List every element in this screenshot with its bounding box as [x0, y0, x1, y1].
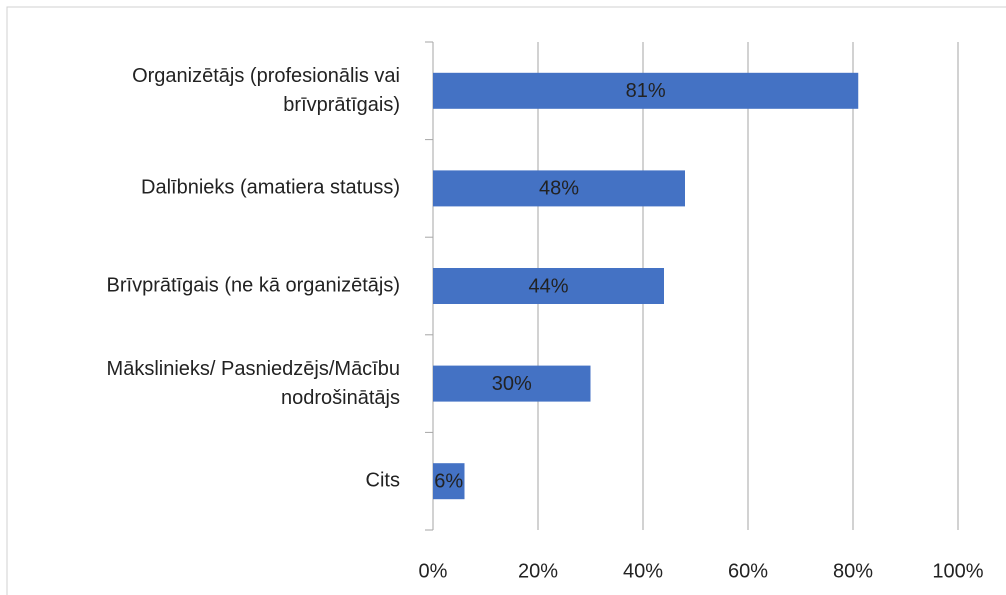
x-tick-label: 100%	[932, 560, 983, 582]
bar	[433, 170, 685, 207]
data-label: 44%	[528, 275, 568, 297]
bar	[433, 365, 591, 402]
data-label: 6%	[434, 470, 463, 492]
category-label: Mākslinieks/ Pasniedzējs/Mācību nodrošin…	[106, 357, 400, 409]
data-label: 48%	[539, 178, 579, 200]
bar	[433, 463, 465, 500]
data-label: 81%	[626, 80, 666, 102]
x-tick-label: 20%	[518, 560, 558, 582]
category-label: Organizētājs (profesionālis vai brīvprāt…	[132, 64, 400, 116]
x-tick-label: 40%	[623, 560, 663, 582]
x-tick-label: 60%	[728, 560, 768, 582]
category-label: Cits	[365, 469, 400, 492]
bar	[433, 268, 664, 304]
data-label: 30%	[492, 373, 532, 395]
bar	[433, 72, 859, 109]
chart-border	[6, 6, 1006, 595]
category-label: Dalībnieks (amatiera statuss)	[141, 176, 400, 199]
category-label: Brīvprātīgais (ne kā organizētājs)	[106, 274, 400, 297]
x-tick-label: 0%	[419, 560, 448, 582]
x-tick-label: 80%	[833, 560, 873, 582]
